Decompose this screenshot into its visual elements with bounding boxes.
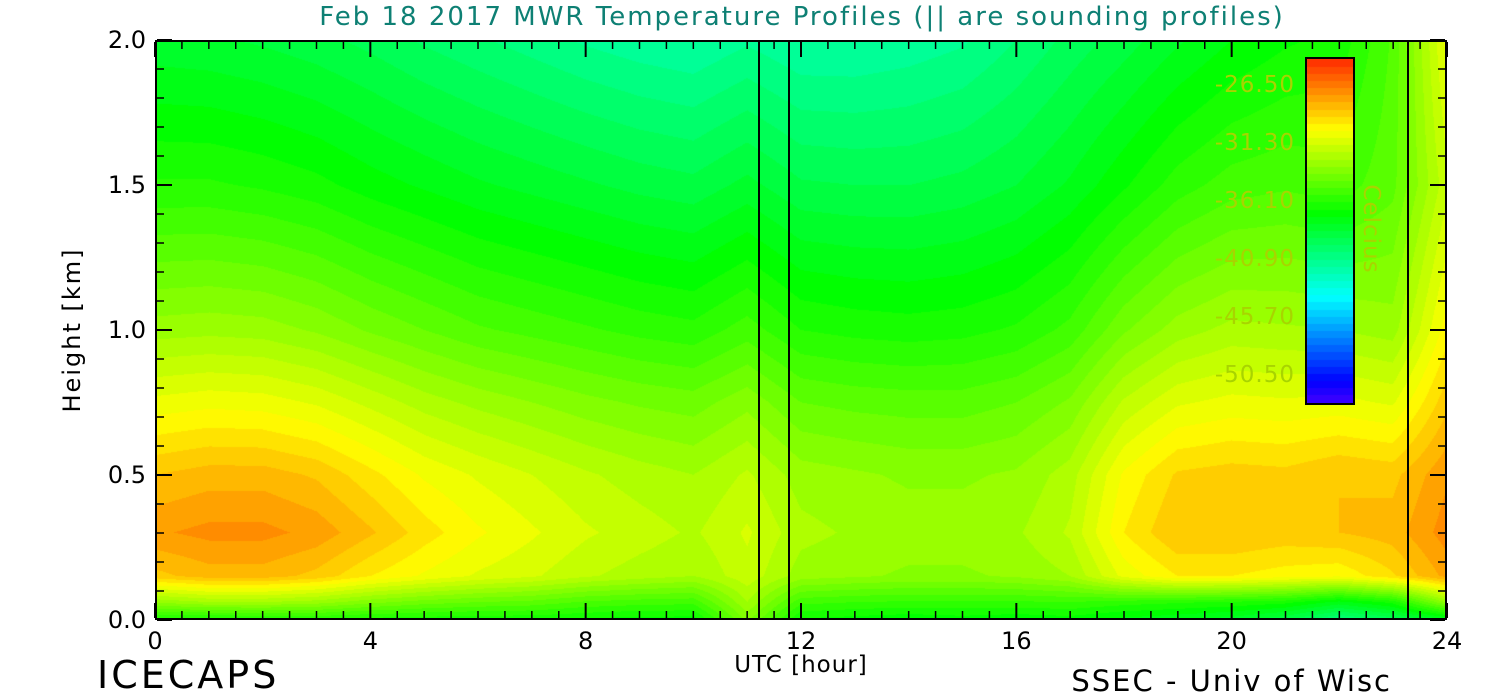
y-tick-label: 0.0 (107, 606, 146, 634)
x-tick-label: 24 (1431, 627, 1463, 655)
x-tick-label: 16 (1001, 627, 1032, 655)
x-tick-label: 0 (147, 627, 163, 655)
x-tick-label: 4 (362, 627, 378, 655)
colorbar-tick-label: -31.30 (1214, 130, 1295, 156)
sounding-line (758, 40, 760, 620)
x-axis-label: UTC [hour] (734, 652, 868, 678)
colorbar-tick-label: -26.50 (1214, 72, 1295, 98)
y-tick-label: 0.5 (107, 461, 146, 489)
axes-ticks-layer (154, 39, 1448, 621)
colorbar-tick-label: -45.70 (1214, 304, 1295, 330)
sounding-line (1407, 40, 1409, 620)
icecaps-label: ICECAPS (97, 653, 280, 697)
chart-title: Feb 18 2017 MWR Temperature Profiles (||… (319, 2, 1285, 32)
ssec-label: SSEC - Univ of Wisc (1071, 664, 1392, 698)
y-tick-label: 2.0 (107, 26, 146, 54)
x-tick-label: 20 (1216, 627, 1247, 655)
y-tick-label: 1.0 (107, 316, 146, 344)
x-tick-label: 12 (785, 627, 817, 655)
colorbar (1305, 57, 1355, 405)
heatmap-canvas (155, 40, 1447, 620)
plot-area: -26.50 -31.30 -36.10 -40.90 -45.70 -50.50 Cel… (154, 39, 1448, 621)
colorbar-tick-label: -40.90 (1214, 246, 1295, 272)
y-tick-label: 1.5 (107, 171, 146, 199)
sounding-line (788, 40, 790, 620)
colorbar-label: Celcius (1358, 184, 1384, 274)
colorbar-tick-label: -50.50 (1214, 362, 1295, 388)
x-tick-label: 8 (578, 627, 594, 655)
colorbar-tick-label: -36.10 (1214, 188, 1295, 214)
